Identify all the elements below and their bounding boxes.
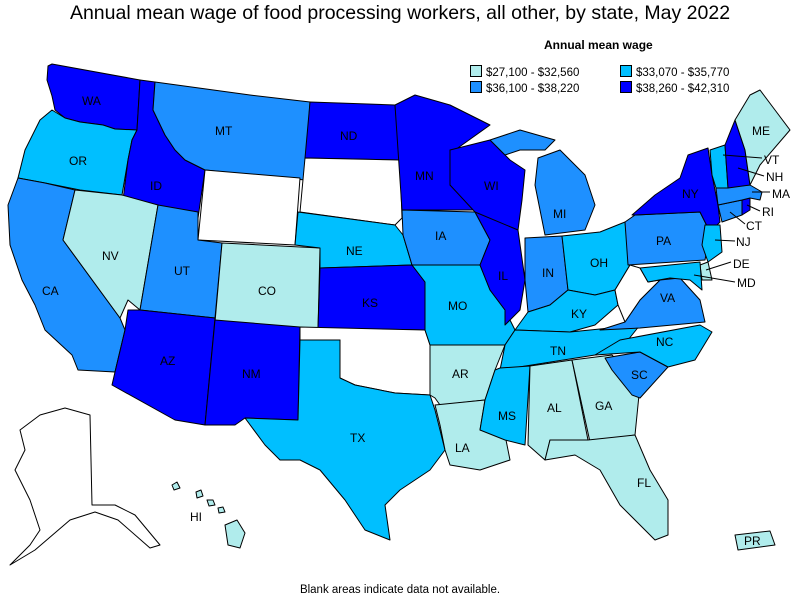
label-OR: OR [69,154,87,168]
label-NM: NM [242,367,261,381]
legend-swatch-3 [470,81,482,93]
label-KS: KS [362,296,378,310]
label-MT: MT [215,124,233,138]
leader-lines [693,154,770,283]
state-NJ[interactable] [701,224,723,263]
state-ME[interactable] [734,89,791,186]
label-HI: HI [190,510,202,524]
state-IL[interactable] [474,211,526,326]
label-MS: MS [498,409,516,423]
label-GA: GA [595,399,612,413]
label-NY: NY [682,187,699,201]
label-KY: KY [571,307,587,321]
label-TX: TX [350,431,365,445]
legend-item-1: $27,100 - $32,560 [470,65,579,79]
state-AK[interactable] [9,407,161,566]
label-RI: RI [762,205,774,219]
leader-de [705,261,732,271]
label-MD: MD [737,276,756,290]
state-NV[interactable] [62,189,159,319]
state-FL[interactable] [544,434,669,541]
state-MD[interactable] [639,261,703,291]
label-NJ: NJ [736,235,751,249]
label-AL: AL [547,401,562,415]
label-FL: FL [637,476,651,490]
state-SD[interactable] [299,157,403,226]
label-CA: CA [42,284,59,298]
label-AZ: AZ [160,354,175,368]
state-NC[interactable] [594,324,713,368]
label-ND: ND [340,129,358,143]
state-TX[interactable] [244,339,446,541]
leader-ri [746,204,761,212]
label-SC: SC [631,368,648,382]
label-LA: LA [455,441,470,455]
footnote: Blank areas indicate data not available. [299,584,501,596]
label-ID: ID [150,179,162,193]
label-IN: IN [542,266,554,280]
label-NH: NH [766,170,783,184]
legend-label-4: $38,260 - $42,310 [636,83,730,95]
state-NY[interactable] [631,147,721,233]
label-DE: DE [733,257,750,271]
label-IL: IL [498,269,508,283]
legend-item-4: $38,260 - $42,310 [620,81,729,95]
label-MI: MI [553,207,566,221]
label-OH: OH [590,256,608,270]
label-PR: PR [744,534,761,548]
label-NV: NV [102,249,119,263]
state-MA[interactable] [715,184,763,206]
label-ME: ME [752,124,770,138]
legend-item-3: $36,100 - $38,220 [470,81,579,95]
state-MT[interactable] [152,81,311,181]
legend-swatch-1 [470,65,482,77]
leader-ct [729,211,746,225]
legend-title: Annual mean wage [544,38,653,52]
label-IA: IA [435,229,446,243]
state-RI[interactable] [741,197,751,216]
state-VT[interactable] [709,144,729,189]
legend-label-1: $27,100 - $32,560 [486,67,580,79]
label-MA: MA [772,187,790,201]
leader-nh [737,167,765,177]
leader-vt [722,154,763,159]
label-CT: CT [746,219,763,233]
label-NC: NC [656,335,674,349]
label-MO: MO [448,299,467,313]
label-CO: CO [258,284,276,298]
state-MI[interactable] [489,129,596,236]
label-MN: MN [415,169,434,183]
leader-md [693,274,736,283]
legend-label-3: $36,100 - $38,220 [486,83,580,95]
state-KY[interactable] [514,289,619,333]
legend-item-2: $33,070 - $35,770 [620,65,729,79]
state-WY[interactable] [197,169,301,246]
state-PR[interactable] [734,530,776,551]
label-TN: TN [550,344,566,358]
label-WI: WI [484,179,499,193]
label-VA: VA [660,291,675,305]
legend-label-2: $33,070 - $35,770 [636,67,730,79]
label-UT: UT [174,264,191,278]
us-state-map: WA OR CA ID NV MT UT AZ CO NM ND NE KS T… [7,63,791,566]
state-labels: WA OR CA ID NV MT UT AZ CO NM ND NE KS T… [42,94,790,548]
label-PA: PA [656,234,671,248]
label-NE: NE [346,244,363,258]
label-AR: AR [452,367,469,381]
label-VT: VT [764,153,780,167]
map-title: Annual mean wage of food processing work… [69,2,731,24]
legend-swatch-2 [620,65,632,77]
leader-nj [714,239,736,242]
legend-swatch-4 [620,81,632,93]
label-WA: WA [82,94,101,108]
state-HI[interactable] [171,481,246,549]
